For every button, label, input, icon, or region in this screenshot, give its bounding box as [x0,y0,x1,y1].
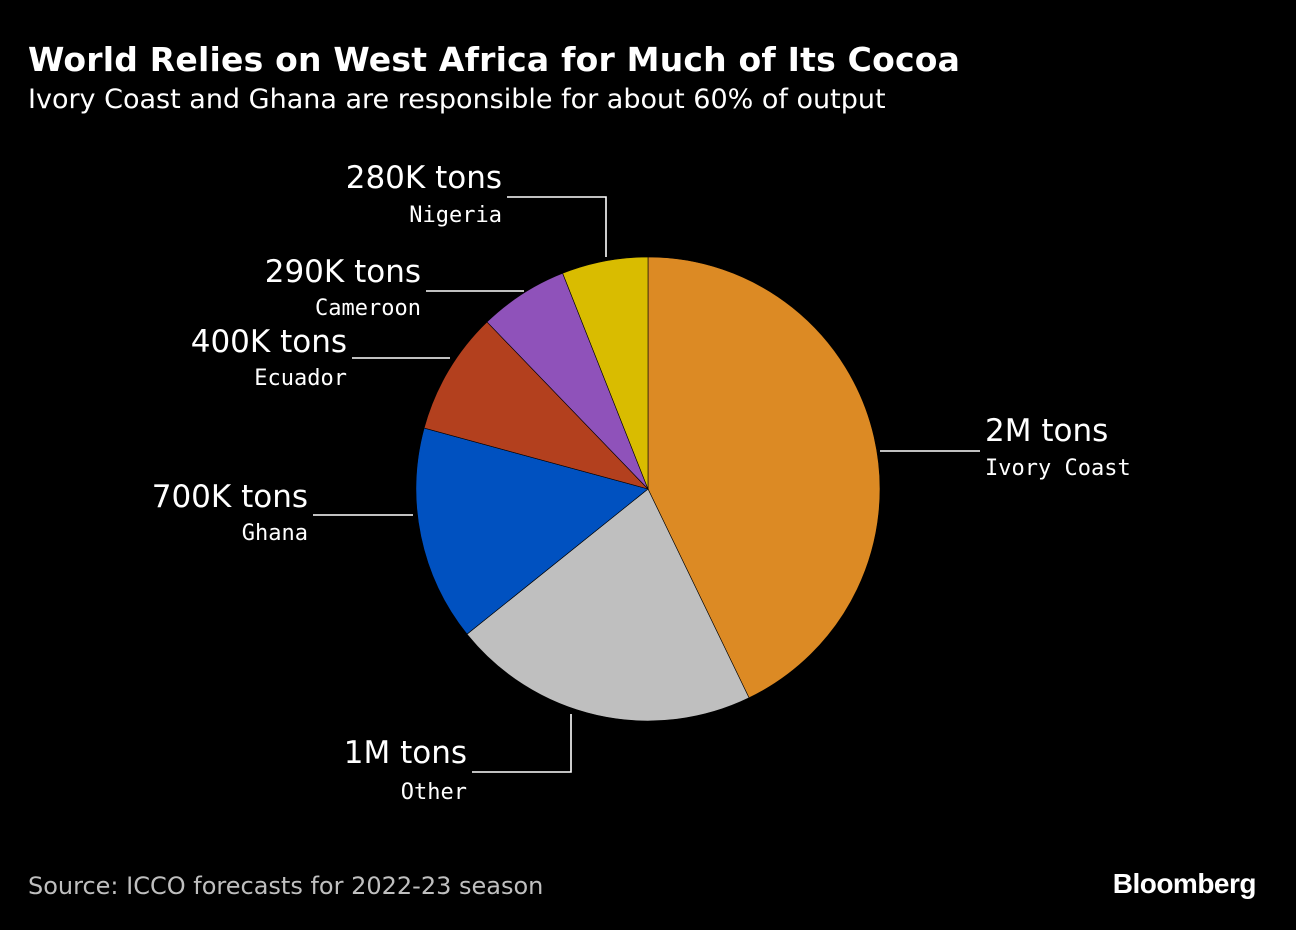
category-label-nigeria: Nigeria [409,203,502,228]
value-label-other: 1M tons [344,735,467,771]
pie-slices [415,256,881,722]
pie-slice-ghana [415,427,649,635]
value-label-nigeria: 280K tons [346,160,502,196]
value-label-ghana: 700K tons [152,479,308,515]
bloomberg-logo: Bloomberg [1112,868,1257,899]
slice-labels: 2M tons Ivory Coast 1M tons Other 700K tons G… [152,160,1131,805]
category-label-ecuador: Ecuador [254,366,347,391]
leader-line-other [472,714,572,773]
pie-slice-ecuador [423,321,649,490]
chart-subtitle: Ivory Coast and Ghana are responsible fo… [28,84,886,115]
leader-line-nigeria [507,196,607,257]
value-label-cameroon: 290K tons [265,254,421,290]
category-label-ivory-coast: Ivory Coast [985,456,1131,481]
value-label-ecuador: 400K tons [191,324,347,360]
category-label-cameroon: Cameroon [315,296,421,321]
pie-chart: 2M tons Ivory Coast 1M tons Other 700K tons G… [152,160,1131,805]
leader-lines [313,196,980,773]
chart-title: World Relies on West Africa for Much of … [28,40,961,79]
category-label-ghana: Ghana [242,521,308,546]
pie-slice-ivory-coast [647,256,881,699]
pie-slice-other [466,488,750,722]
value-label-ivory-coast: 2M tons [985,413,1108,449]
category-label-other: Other [401,780,467,805]
pie-slice-nigeria [562,256,649,490]
source-note: Source: ICCO forecasts for 2022-23 seaso… [28,872,544,900]
